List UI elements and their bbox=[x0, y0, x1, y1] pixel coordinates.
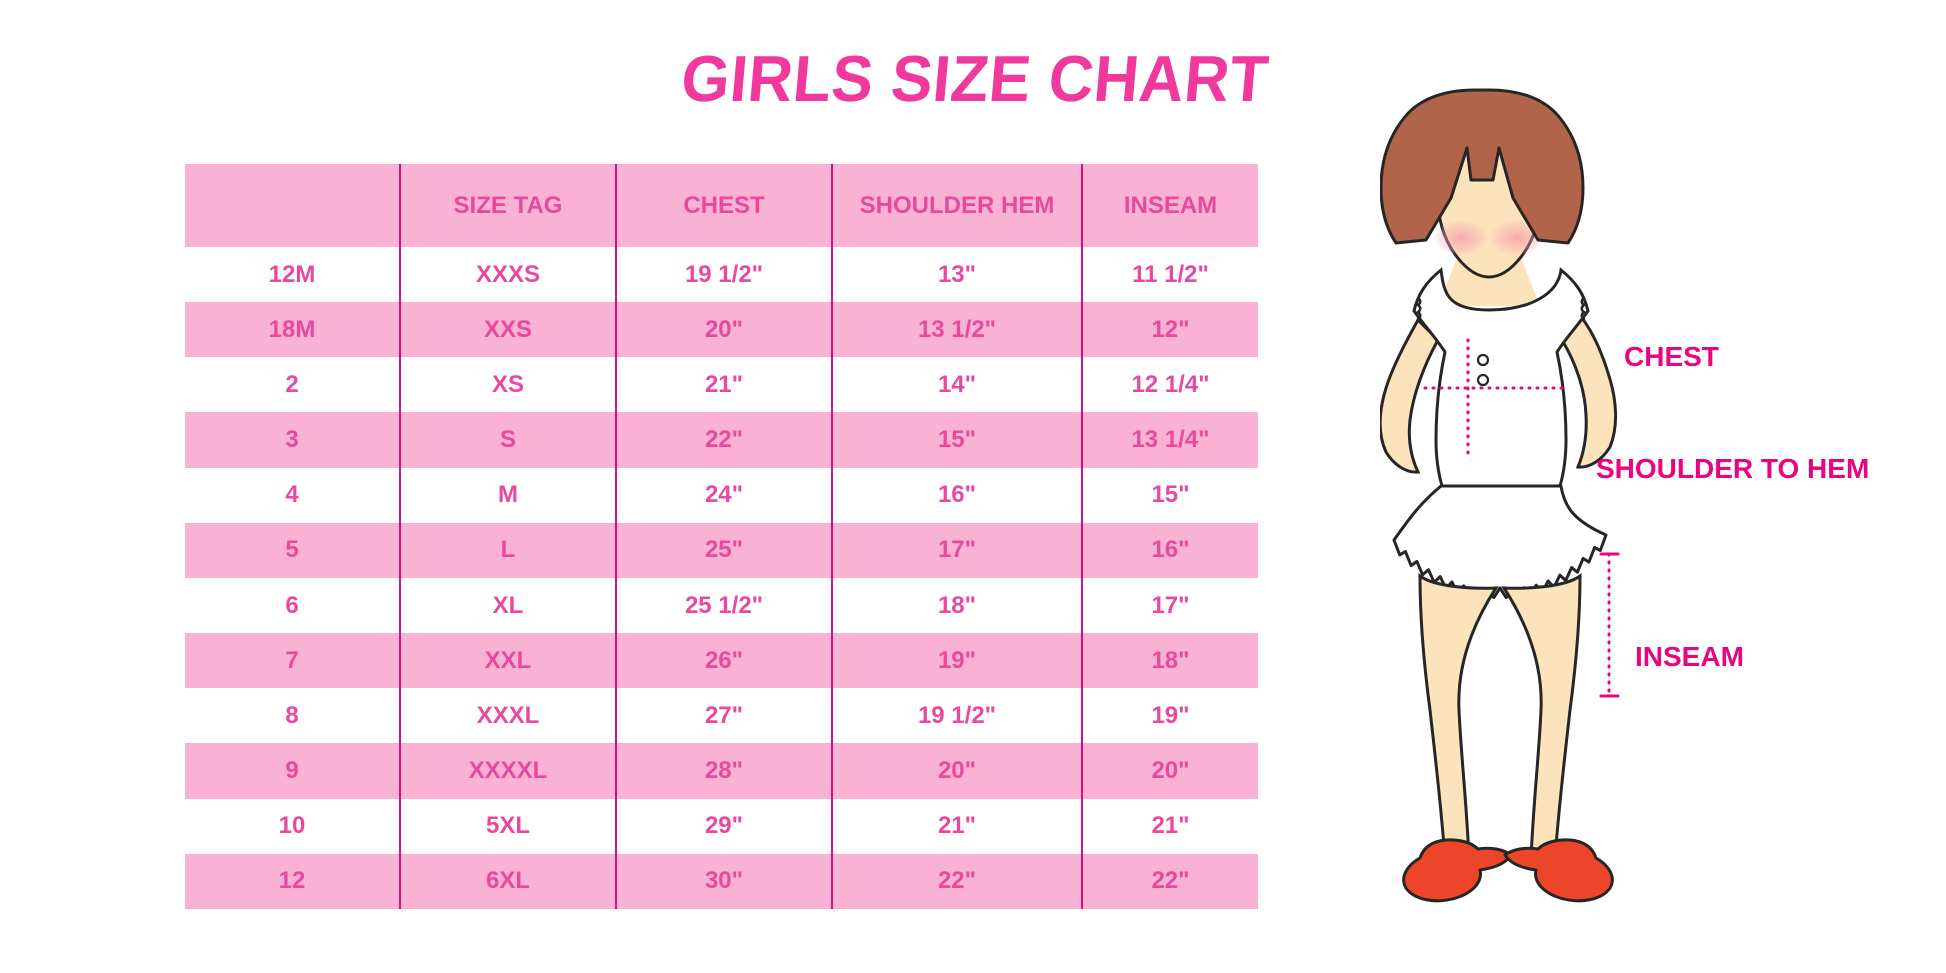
svg-text:CHEST: CHEST bbox=[1624, 341, 1719, 372]
svg-text:INSEAM: INSEAM bbox=[1635, 641, 1744, 672]
svg-text:SHOULDER TO HEM: SHOULDER TO HEM bbox=[1596, 453, 1869, 484]
